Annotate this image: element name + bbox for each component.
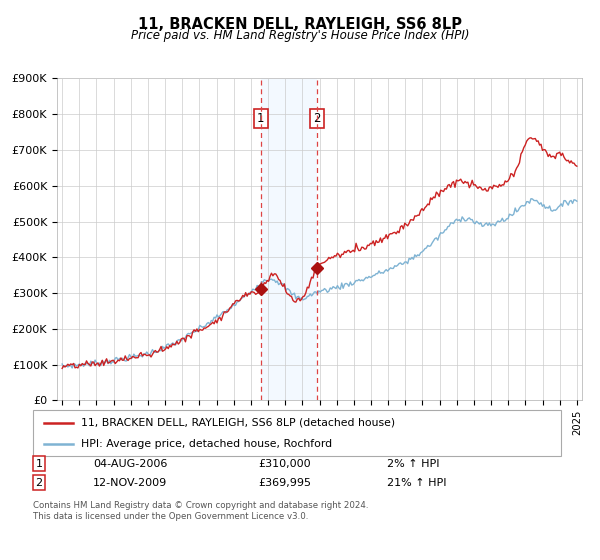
- Text: £310,000: £310,000: [258, 459, 311, 469]
- Text: 2: 2: [35, 478, 43, 488]
- Text: £369,995: £369,995: [258, 478, 311, 488]
- FancyBboxPatch shape: [33, 410, 561, 456]
- Text: 2% ↑ HPI: 2% ↑ HPI: [387, 459, 439, 469]
- Text: 11, BRACKEN DELL, RAYLEIGH, SS6 8LP: 11, BRACKEN DELL, RAYLEIGH, SS6 8LP: [138, 17, 462, 32]
- Text: Contains HM Land Registry data © Crown copyright and database right 2024.: Contains HM Land Registry data © Crown c…: [33, 501, 368, 510]
- Text: This data is licensed under the Open Government Licence v3.0.: This data is licensed under the Open Gov…: [33, 512, 308, 521]
- Text: 04-AUG-2006: 04-AUG-2006: [93, 459, 167, 469]
- Text: 1: 1: [257, 112, 265, 125]
- Text: 12-NOV-2009: 12-NOV-2009: [93, 478, 167, 488]
- Text: 21% ↑ HPI: 21% ↑ HPI: [387, 478, 446, 488]
- Text: 11, BRACKEN DELL, RAYLEIGH, SS6 8LP (detached house): 11, BRACKEN DELL, RAYLEIGH, SS6 8LP (det…: [80, 418, 395, 428]
- Text: 2: 2: [314, 112, 321, 125]
- Text: 1: 1: [35, 459, 43, 469]
- Text: HPI: Average price, detached house, Rochford: HPI: Average price, detached house, Roch…: [80, 439, 332, 449]
- Text: Price paid vs. HM Land Registry's House Price Index (HPI): Price paid vs. HM Land Registry's House …: [131, 29, 469, 42]
- Bar: [261, 78, 317, 400]
